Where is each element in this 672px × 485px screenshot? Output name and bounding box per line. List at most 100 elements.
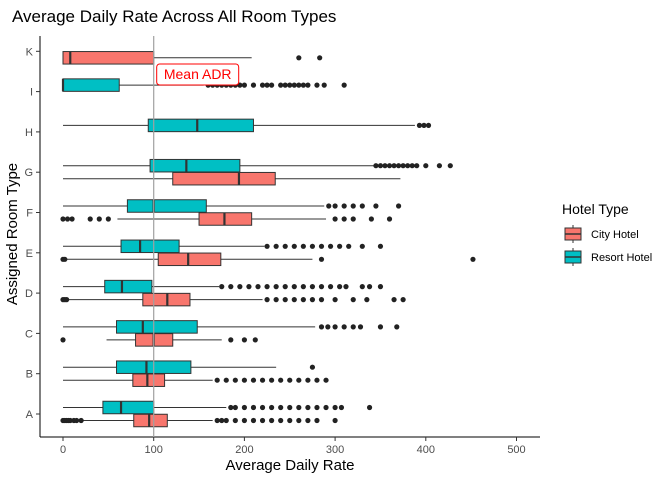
outlier-point bbox=[314, 377, 320, 383]
outlier-point bbox=[325, 324, 331, 330]
outlier-point bbox=[269, 82, 275, 88]
legend-label: Resort Hotel bbox=[591, 252, 652, 264]
outlier-point bbox=[87, 216, 93, 222]
outlier-point bbox=[287, 404, 293, 411]
x-tick-label: 200 bbox=[235, 444, 253, 456]
legend-label: City Hotel bbox=[591, 229, 639, 241]
boxplot-city-hotel-b bbox=[63, 373, 329, 387]
box bbox=[102, 400, 155, 415]
outlier-point bbox=[259, 82, 266, 88]
outlier-point bbox=[341, 82, 347, 88]
outlier-point bbox=[278, 82, 284, 88]
outlier-point bbox=[273, 284, 279, 290]
outlier-point bbox=[291, 82, 297, 88]
box bbox=[157, 252, 222, 267]
outlier-point bbox=[318, 284, 325, 290]
outlier-point bbox=[282, 243, 288, 249]
outlier-point bbox=[400, 163, 406, 169]
outlier-point bbox=[309, 243, 316, 249]
boxplot-resort-hotel-b bbox=[63, 360, 316, 374]
outlier-point bbox=[470, 256, 476, 262]
x-tick-label: 300 bbox=[326, 444, 344, 456]
outlier-point bbox=[314, 82, 320, 88]
outlier-point bbox=[67, 417, 73, 424]
outlier-point bbox=[414, 163, 420, 169]
outlier-point bbox=[332, 417, 338, 424]
outlier-point bbox=[287, 417, 293, 424]
boxplot-city-hotel-c bbox=[60, 333, 258, 347]
outlier-point bbox=[232, 404, 238, 411]
outlier-point bbox=[219, 417, 225, 424]
outlier-point bbox=[291, 284, 297, 290]
boxplot-resort-hotel-g bbox=[63, 158, 453, 173]
outlier-point bbox=[273, 297, 279, 303]
outlier-point bbox=[323, 377, 329, 383]
outlier-point bbox=[305, 417, 311, 424]
boxplot-city-hotel-e bbox=[60, 252, 476, 267]
outlier-point bbox=[409, 163, 415, 169]
y-tick-label: H bbox=[25, 127, 33, 139]
outlier-point bbox=[228, 404, 234, 411]
outlier-point bbox=[278, 417, 284, 424]
outlier-point bbox=[264, 243, 270, 249]
y-tick-label: I bbox=[30, 87, 33, 99]
outlier-point bbox=[246, 284, 252, 290]
outlier-point bbox=[269, 404, 275, 411]
box bbox=[126, 199, 207, 213]
outlier-point bbox=[241, 337, 247, 343]
outlier-point bbox=[232, 417, 238, 424]
boxplot-city-hotel-k bbox=[62, 51, 323, 65]
outlier-point bbox=[264, 82, 270, 88]
outlier-point bbox=[69, 216, 75, 222]
x-tick-label: 0 bbox=[60, 444, 66, 456]
outlier-point bbox=[332, 203, 338, 209]
outlier-point bbox=[326, 203, 332, 209]
y-axis-title: Assigned Room Type bbox=[4, 163, 21, 305]
outlier-point bbox=[386, 216, 393, 222]
outlier-point bbox=[287, 377, 293, 383]
outlier-point bbox=[250, 377, 257, 383]
outlier-point bbox=[282, 297, 288, 303]
outlier-point bbox=[259, 377, 266, 383]
boxplot-city-hotel-f bbox=[60, 212, 393, 226]
outlier-point bbox=[255, 284, 261, 290]
boxplot-resort-hotel-a bbox=[63, 400, 373, 415]
box bbox=[133, 413, 168, 428]
outlier-point bbox=[60, 337, 66, 343]
outlier-point bbox=[338, 404, 345, 411]
boxplot-city-hotel-a bbox=[60, 413, 338, 428]
outlier-point bbox=[269, 377, 275, 383]
y-tick-label: G bbox=[24, 167, 33, 179]
mean-adr-label-box bbox=[156, 63, 240, 86]
outlier-point bbox=[350, 324, 356, 330]
outlier-point bbox=[373, 163, 379, 169]
outlier-point bbox=[377, 243, 384, 249]
outlier-point bbox=[241, 377, 247, 383]
outlier-point bbox=[317, 55, 323, 61]
y-tick-label: C bbox=[25, 328, 33, 340]
legend-item-city-hotel: City Hotel bbox=[564, 225, 639, 243]
legend-item-resort-hotel: Resort Hotel bbox=[564, 248, 652, 266]
outlier-point bbox=[305, 377, 311, 383]
outlier-point bbox=[259, 404, 266, 411]
x-tick-label: 500 bbox=[507, 444, 525, 456]
box bbox=[62, 51, 155, 65]
outlier-point bbox=[223, 417, 229, 424]
outlier-point bbox=[64, 297, 70, 303]
outlier-point bbox=[291, 297, 297, 303]
box bbox=[62, 78, 120, 92]
outlier-point bbox=[105, 216, 111, 222]
outlier-point bbox=[395, 163, 402, 169]
outlier-point bbox=[436, 163, 443, 169]
outlier-point bbox=[309, 364, 316, 370]
mean-adr-label: Mean ADR bbox=[164, 66, 232, 82]
boxplot-resort-hotel-h bbox=[63, 118, 432, 133]
outlier-point bbox=[305, 404, 311, 411]
outlier-point bbox=[296, 417, 302, 424]
outlier-point bbox=[309, 284, 316, 290]
box bbox=[120, 239, 180, 254]
box bbox=[104, 279, 153, 294]
box bbox=[132, 373, 166, 387]
box bbox=[149, 158, 241, 173]
